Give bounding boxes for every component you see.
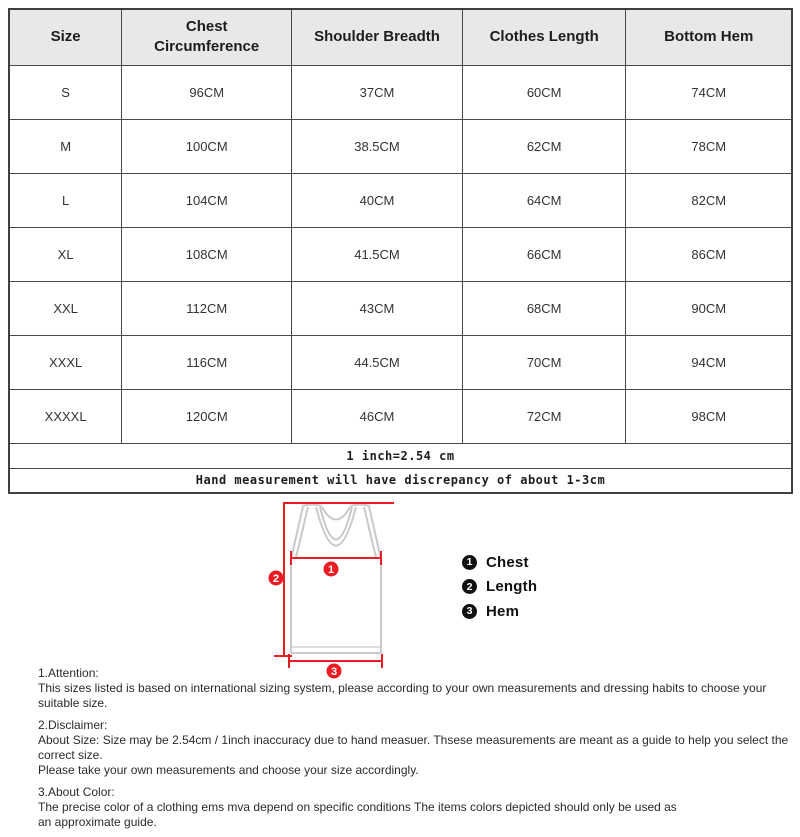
size-cell: 100CM bbox=[121, 118, 293, 174]
size-cell: 96CM bbox=[121, 64, 293, 120]
size-cell: 60CM bbox=[461, 64, 627, 120]
legend-number-badge: 3 bbox=[462, 603, 477, 619]
size-cell: 46CM bbox=[291, 388, 463, 444]
size-cell: 94CM bbox=[625, 334, 793, 390]
note-text: 1 inch=2.54 cm bbox=[8, 442, 793, 469]
size-row: XXL 112CM 43CM 68CM 90CM bbox=[8, 280, 793, 336]
column-header-1: Chest Circumference bbox=[121, 8, 293, 66]
column-header-2: Shoulder Breadth bbox=[291, 8, 463, 66]
legend-label: Hem bbox=[486, 602, 520, 620]
size-cell: 41.5CM bbox=[291, 226, 463, 282]
info-section-title: 2.Disclaimer: bbox=[38, 718, 108, 732]
size-row: S 96CM 37CM 60CM 74CM bbox=[8, 64, 793, 120]
info-section-line: an approximate guide. bbox=[38, 815, 157, 829]
vest-outline bbox=[290, 503, 382, 654]
measurement-lines bbox=[274, 502, 394, 668]
size-cell: 98CM bbox=[625, 388, 793, 444]
length-marker-number: 2 bbox=[273, 573, 279, 585]
size-cell: 78CM bbox=[625, 118, 793, 174]
size-cell: 66CM bbox=[461, 226, 627, 282]
size-row: XXXXL 120CM 46CM 72CM 98CM bbox=[8, 388, 793, 444]
size-cell: 68CM bbox=[461, 280, 627, 336]
info-section-line: This sizes listed is based on internatio… bbox=[38, 681, 767, 710]
size-cell: XL bbox=[8, 226, 123, 282]
hem-marker-circle bbox=[326, 663, 342, 679]
info-section-line: Please take your own measurements and ch… bbox=[38, 763, 419, 777]
info-section: 1.Attention: This sizes listed is based o… bbox=[38, 666, 790, 711]
size-cell: 72CM bbox=[461, 388, 627, 444]
size-cell: 37CM bbox=[291, 64, 463, 120]
info-section-line: About Size: Size may be 2.54cm / 1inch i… bbox=[38, 733, 789, 762]
note-text: Hand measurement will have discrepancy o… bbox=[8, 467, 793, 494]
header-row: Size Chest Circumference Shoulder Breadth C… bbox=[8, 8, 793, 66]
size-cell: 90CM bbox=[625, 280, 793, 336]
note-row: 1 inch=2.54 cm bbox=[8, 442, 793, 469]
legend-number-badge: 2 bbox=[462, 579, 477, 595]
vest-measurement-diagram: 1 2 3 bbox=[268, 502, 394, 679]
size-cell: 70CM bbox=[461, 334, 627, 390]
hem-marker-number: 3 bbox=[331, 666, 337, 678]
size-row: XL 108CM 41.5CM 66CM 86CM bbox=[8, 226, 793, 282]
info-section-title: 1.Attention: bbox=[38, 666, 99, 680]
size-cell: M bbox=[8, 118, 123, 174]
size-row: M 100CM 38.5CM 62CM 78CM bbox=[8, 118, 793, 174]
legend-number-badge: 1 bbox=[462, 554, 477, 570]
size-cell: 104CM bbox=[121, 172, 293, 228]
column-header-0: Size bbox=[8, 8, 123, 66]
size-chart: Size Chest Circumference Shoulder Breadth C… bbox=[8, 8, 793, 494]
diagram-legend: 1 Chest 2 Length 3 Hem bbox=[462, 550, 537, 624]
chest-marker-circle bbox=[323, 561, 339, 577]
size-cell: 38.5CM bbox=[291, 118, 463, 174]
size-row: L 104CM 40CM 64CM 82CM bbox=[8, 172, 793, 228]
size-row: XXXL 116CM 44.5CM 70CM 94CM bbox=[8, 334, 793, 390]
table-body: S 96CM 37CM 60CM 74CM M 100CM 38.5CM 62CM 78CM L 10… bbox=[8, 64, 793, 494]
legend-label: Chest bbox=[486, 553, 529, 571]
info-section: 2.Disclaimer: About Size: Size may be 2.5… bbox=[38, 718, 790, 778]
size-cell: 74CM bbox=[625, 64, 793, 120]
info-section-line: The precise color of a clothing ems mva … bbox=[38, 800, 677, 814]
size-cell: 108CM bbox=[121, 226, 293, 282]
size-cell: 44.5CM bbox=[291, 334, 463, 390]
chest-marker-number: 1 bbox=[328, 564, 334, 576]
column-header-3: Clothes Length bbox=[461, 8, 627, 66]
legend-label: Length bbox=[486, 578, 538, 596]
size-cell: 62CM bbox=[461, 118, 627, 174]
size-cell: 64CM bbox=[461, 172, 627, 228]
note-row: Hand measurement will have discrepancy o… bbox=[8, 467, 793, 494]
size-cell: 112CM bbox=[121, 280, 293, 336]
size-cell: XXXL bbox=[8, 334, 123, 390]
measurement-markers: 1 2 3 bbox=[268, 561, 342, 679]
size-cell: XXL bbox=[8, 280, 123, 336]
size-cell: 40CM bbox=[291, 172, 463, 228]
legend-item-hem: 3 Hem bbox=[462, 599, 537, 624]
info-section: 3.About Color: The precise color of a clo… bbox=[38, 785, 790, 830]
size-cell: 82CM bbox=[625, 172, 793, 228]
size-cell: 43CM bbox=[291, 280, 463, 336]
info-sections: 1.Attention: This sizes listed is based o… bbox=[38, 666, 790, 837]
size-cell: 120CM bbox=[121, 388, 293, 444]
size-cell: 86CM bbox=[625, 226, 793, 282]
legend-item-chest: 1 Chest bbox=[462, 550, 537, 575]
size-cell: S bbox=[8, 64, 123, 120]
size-table: Size Chest Circumference Shoulder Breadth C… bbox=[8, 8, 793, 494]
size-cell: L bbox=[8, 172, 123, 228]
column-header-4: Bottom Hem bbox=[625, 8, 793, 66]
info-section-title: 3.About Color: bbox=[38, 785, 115, 799]
length-marker-circle bbox=[268, 570, 284, 586]
size-cell: XXXXL bbox=[8, 388, 123, 444]
size-cell: 116CM bbox=[121, 334, 293, 390]
legend-item-length: 2 Length bbox=[462, 575, 537, 600]
